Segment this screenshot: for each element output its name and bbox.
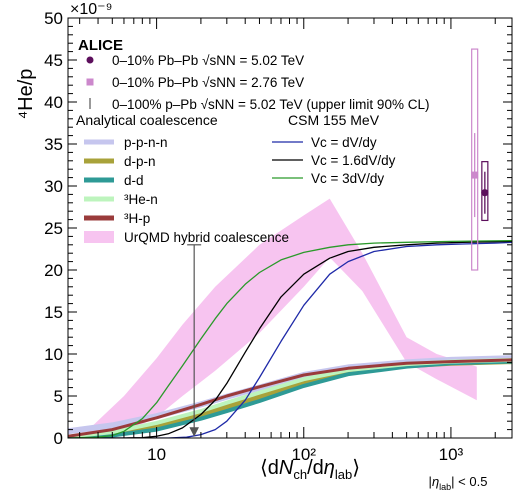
csm-legend: Vc = dV/dy Vc = 1.6dV/dy Vc = 3dV/dy xyxy=(272,135,396,186)
csm-legend-text: Vc = 1.6dV/dy xyxy=(311,153,396,168)
axes: 0 5 10 15 20 25 30 35 40 45 50 10 10² 10³ xyxy=(44,9,512,464)
y-tick-label-50: 50 xyxy=(44,9,63,28)
data-point-sys-box xyxy=(471,48,479,271)
y-tick-label-20: 20 xyxy=(44,261,63,280)
y-tick-label-0: 0 xyxy=(54,429,63,448)
data-point-marker xyxy=(471,171,479,179)
legend-marker-square xyxy=(86,78,94,86)
legend-marker-circle xyxy=(86,56,94,64)
x-tick-label-10: 10 xyxy=(147,445,166,464)
x-axis-title-sub: |ηlab| < 0.5 xyxy=(429,474,488,492)
series-h-p xyxy=(68,358,512,438)
data-points-layer xyxy=(187,48,489,437)
y-tick-label-5: 5 xyxy=(54,387,63,406)
urqmd-legend-text: UrQMD hybrid coalescence xyxy=(124,230,289,245)
y-tick-label-15: 15 xyxy=(44,303,63,322)
coalescence-legend: p-p-n-n d-p-n d-d ³He-n ³H-p UrQMD hybrid coa… xyxy=(84,135,289,245)
series-vc-dv-dy xyxy=(68,241,512,438)
y-multiplier-label: ×10⁻⁹ xyxy=(70,1,112,18)
data-legend-text: 0–100% p–Pb √sNN = 5.02 TeV (upper limit… xyxy=(112,97,429,112)
series-d-d xyxy=(68,359,512,438)
experiment-label: ALICE xyxy=(78,37,123,54)
y-tick-label-10: 10 xyxy=(44,345,63,364)
coalescence-legend-text: ³He-n xyxy=(124,192,158,207)
data-legend: 0–10% Pb–Pb √sNN = 5.02 TeV 0–10% Pb–Pb √… xyxy=(86,53,429,112)
csm-curves xyxy=(68,239,512,438)
data-legend-text: 0–10% Pb–Pb √sNN = 5.02 TeV xyxy=(112,53,304,68)
series-vc-3dv-dy xyxy=(68,239,512,438)
series-vc-1-6dv-dy xyxy=(68,240,512,438)
y-tick-label-40: 40 xyxy=(44,93,63,112)
coalescence-legend-text: p-p-n-n xyxy=(124,135,168,150)
y-tick-label-45: 45 xyxy=(44,51,63,70)
coalescence-legend-text: d-p-n xyxy=(124,154,156,169)
coalescence-legend-title: Analytical coalescence xyxy=(76,112,218,128)
urqmd-band-layer xyxy=(79,198,477,438)
y-tick-label-35: 35 xyxy=(44,135,63,154)
x-axis-title-main: ⟨dNch/dηlab⟩ xyxy=(260,457,360,482)
csm-legend-text: Vc = 3dV/dy xyxy=(311,171,384,186)
x-tick-label-1000: 10³ xyxy=(439,445,464,464)
csm-legend-title: CSM 155 MeV xyxy=(288,112,380,128)
urqmd-band xyxy=(79,198,477,438)
urqmd-legend-swatch xyxy=(84,231,114,243)
data-legend-text: 0–10% Pb–Pb √sNN = 2.76 TeV xyxy=(112,75,304,90)
y-axis-title: ⁴He/p xyxy=(15,69,37,120)
coalescence-legend-text: ³H-p xyxy=(124,211,150,226)
csm-legend-text: Vc = dV/dy xyxy=(311,135,377,150)
x-tick-label-100: 10² xyxy=(291,445,316,464)
y-tick-label-25: 25 xyxy=(44,219,63,238)
y-tick-label-30: 30 xyxy=(44,177,63,196)
coalescence-legend-text: d-d xyxy=(124,173,144,188)
data-point-marker xyxy=(481,189,489,197)
plot-area xyxy=(68,198,512,438)
